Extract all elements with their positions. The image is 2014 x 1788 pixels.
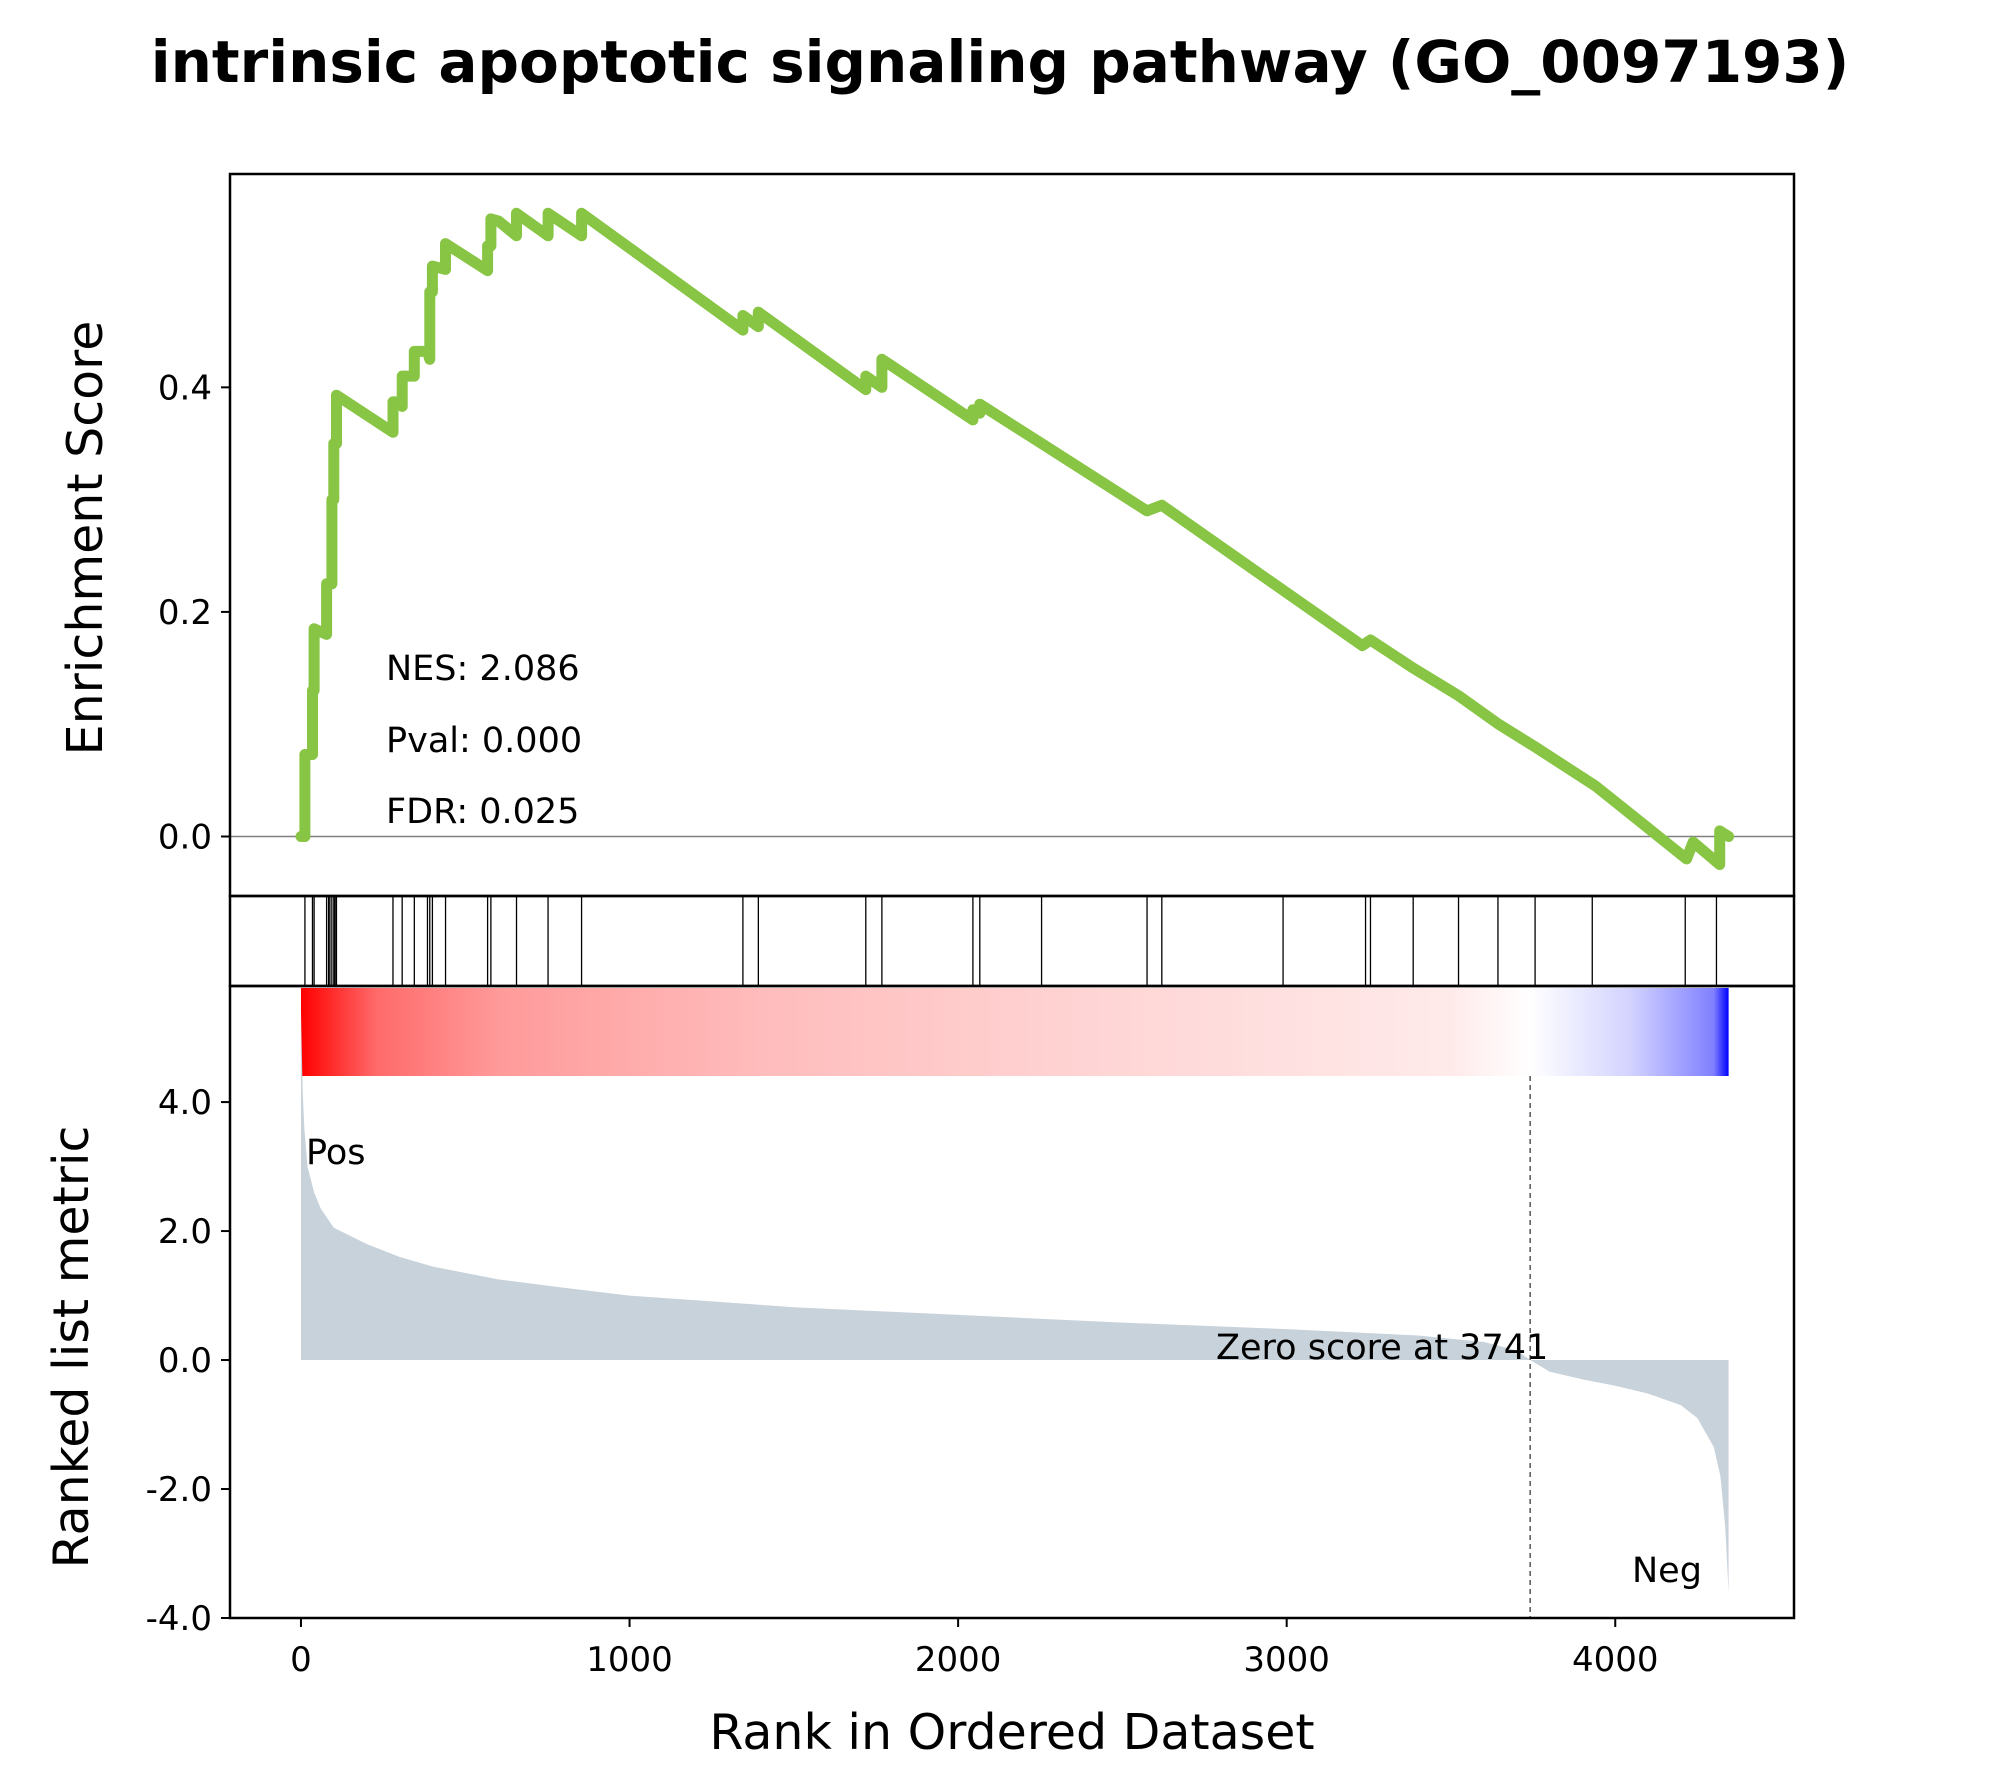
pval-label: Pval: 0.000 — [386, 721, 582, 761]
zero-score-label: Zero score at 3741 — [1216, 1328, 1548, 1368]
x-ticks: 0 1000 2000 3000 4000 — [290, 1618, 1659, 1680]
enrichment-y-tick-label: 0.0 — [158, 817, 212, 857]
enrichment-frame — [228, 172, 1796, 898]
ranked-y-tick-label: -2.0 — [146, 1470, 212, 1510]
enrichment-panel: 0.0 0.2 0.4 NES: 2.086 Pval: 0.000 FDR: 0.… — [57, 172, 1796, 898]
ranked-heatmap-bar — [300, 988, 1729, 1076]
ranked-frame — [228, 984, 1796, 1620]
nes-label: NES: 2.086 — [386, 649, 580, 689]
ranked-y-tick-label: 2.0 — [158, 1212, 212, 1252]
hits-frame — [228, 894, 1796, 988]
enrichment-score-line — [295, 207, 1735, 871]
enrichment-y-label: Enrichment Score — [57, 321, 114, 756]
x-tick-label: 0 — [290, 1640, 312, 1680]
enrichment-y-ticks: 0.0 0.2 0.4 — [158, 368, 230, 857]
ranked-metric-area — [301, 1011, 1729, 1593]
x-axis-label: Rank in Ordered Dataset — [709, 1704, 1314, 1761]
chart-title: intrinsic apoptotic signaling pathway (G… — [151, 28, 1850, 96]
ranked-y-ticks: -4.0 -2.0 0.0 2.0 4.0 — [146, 1083, 230, 1639]
enrichment-y-tick-label: 0.2 — [158, 593, 212, 633]
ranked-y-label: Ranked list metric — [43, 1126, 100, 1569]
ranked-panel: Zero score at 3741 Pos Neg -4.0 -2.0 0.0 2.… — [43, 984, 1796, 1761]
ranked-y-tick-label: 4.0 — [158, 1083, 212, 1123]
fdr-label: FDR: 0.025 — [386, 792, 579, 832]
enrichment-y-tick-label: 0.4 — [158, 368, 212, 408]
x-tick-label: 1000 — [586, 1640, 673, 1680]
pos-label: Pos — [306, 1133, 366, 1173]
hit-lines — [304, 896, 1718, 986]
ranked-y-tick-label: -4.0 — [146, 1599, 212, 1639]
ranked-y-tick-label: 0.0 — [158, 1341, 212, 1381]
hits-panel — [228, 894, 1796, 988]
neg-label: Neg — [1632, 1551, 1702, 1591]
x-tick-label: 4000 — [1572, 1640, 1659, 1680]
x-tick-label: 3000 — [1243, 1640, 1330, 1680]
x-tick-label: 2000 — [915, 1640, 1002, 1680]
